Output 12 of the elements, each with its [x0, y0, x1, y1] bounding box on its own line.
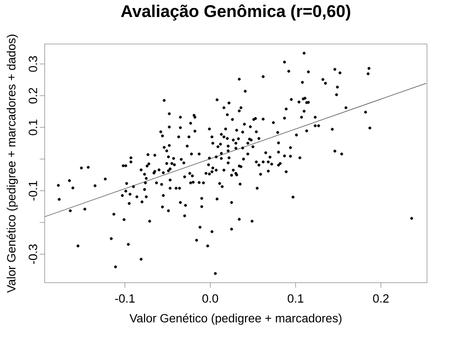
x-tick-label: -0.1 [115, 294, 135, 303]
y-tick-label: 0.3 [28, 56, 38, 72]
x-tick-label: 0.2 [373, 294, 389, 303]
y-tick-label: -0.3 [28, 244, 38, 264]
y-tick-label: -0.1 [28, 181, 38, 201]
y-axis-title: Valor Genético (pedigree + marcadores + dados) [6, 34, 18, 293]
chart-title: Avaliação Genômica (r=0,60) [121, 4, 350, 20]
x-tick-label: 0.1 [288, 294, 304, 303]
y-tick-label: 0.2 [28, 88, 38, 104]
x-axis-title: Valor Genético (pedigree + marcadores) [130, 314, 342, 325]
x-tick-label: 0.0 [202, 294, 218, 303]
y-tick-label: 0.1 [28, 120, 38, 136]
